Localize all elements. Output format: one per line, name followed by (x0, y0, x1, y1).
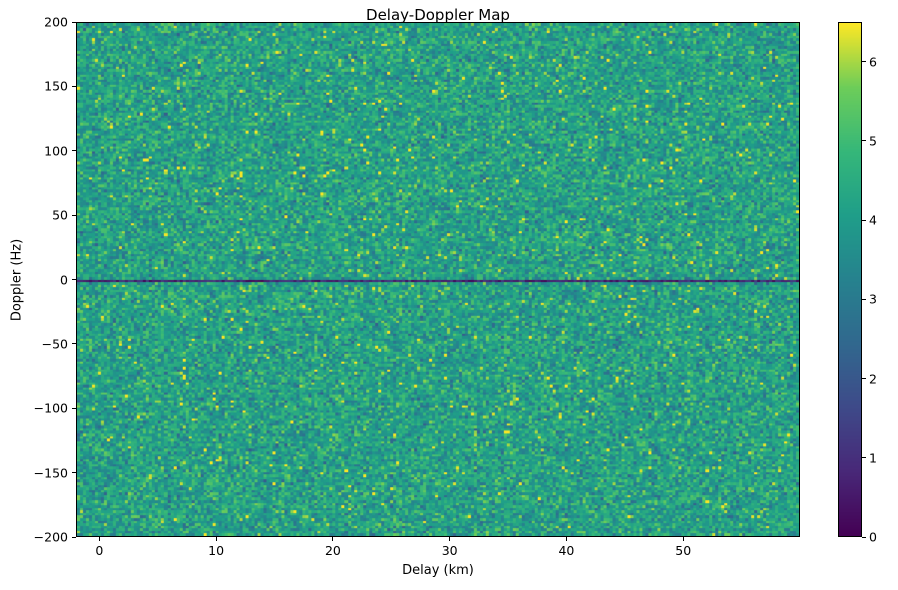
x-tick-mark (682, 537, 684, 541)
y-tick-label: 0 (60, 272, 68, 287)
x-tick-label: 10 (208, 543, 225, 558)
y-tick-mark (72, 21, 76, 23)
y-tick-mark (72, 214, 76, 216)
x-tick-label: 20 (324, 543, 341, 558)
colorbar-tick-label: 5 (869, 133, 877, 149)
x-tick-mark (565, 537, 567, 541)
y-tick-label: 150 (44, 78, 68, 94)
chart-title: Delay-Doppler Map (366, 6, 510, 24)
colorbar-gradient (839, 23, 861, 536)
colorbar-tick-label: 6 (869, 54, 877, 70)
y-tick-mark (72, 85, 76, 87)
plot-area (76, 22, 800, 537)
x-tick-mark (98, 537, 100, 541)
colorbar-tick-mark (862, 140, 866, 142)
x-tick-label: 40 (558, 543, 575, 558)
x-tick-label: 30 (441, 543, 458, 558)
colorbar-tick-label: 4 (869, 212, 877, 228)
y-tick-label: −150 (33, 465, 68, 481)
y-tick-mark (72, 407, 76, 409)
colorbar-tick-label: 0 (869, 529, 877, 545)
y-tick-label: 200 (44, 14, 68, 30)
x-tick-label: 0 (95, 543, 104, 558)
x-tick-mark (332, 537, 334, 541)
colorbar-tick-label: 2 (869, 371, 877, 387)
x-tick-mark (215, 537, 217, 541)
y-tick-label: 100 (44, 143, 68, 159)
y-tick-label: −200 (33, 529, 68, 545)
y-tick-label: −50 (41, 336, 68, 352)
colorbar (838, 22, 862, 537)
x-tick-mark (449, 537, 451, 541)
colorbar-tick-label: 3 (869, 291, 877, 307)
colorbar-tick-mark (862, 378, 866, 380)
colorbar-tick-mark (862, 536, 866, 538)
colorbar-tick-mark (862, 298, 866, 300)
y-tick-label: −100 (33, 400, 68, 416)
heatmap-canvas (77, 23, 799, 536)
y-tick-mark (72, 150, 76, 152)
y-tick-mark (72, 343, 76, 345)
colorbar-tick-mark (862, 61, 866, 63)
y-tick-mark (72, 536, 76, 538)
colorbar-tick-label: 1 (869, 450, 877, 466)
x-axis-label: Delay (km) (402, 563, 474, 578)
x-tick-label: 50 (675, 543, 692, 558)
colorbar-tick-mark (862, 457, 866, 459)
y-tick-mark (72, 279, 76, 280)
y-tick-label: 50 (52, 207, 68, 223)
colorbar-tick-mark (862, 219, 866, 221)
y-axis-label: Doppler (Hz) (9, 238, 25, 322)
y-tick-mark (72, 472, 76, 474)
